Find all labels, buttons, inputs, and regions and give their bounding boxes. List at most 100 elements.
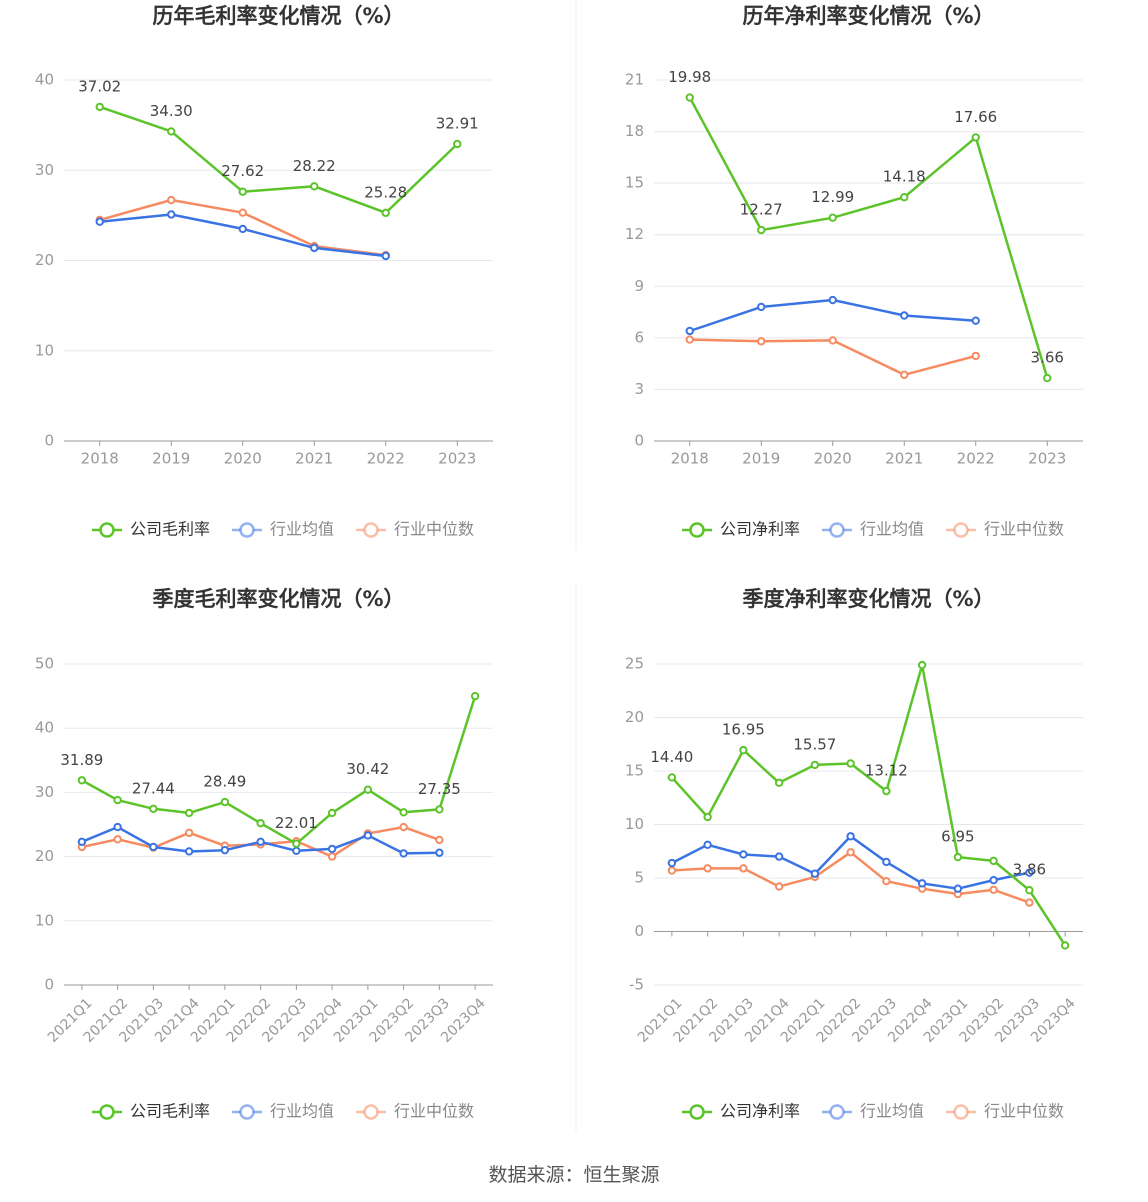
- legend-item-avg[interactable]: 行业均值: [232, 1102, 334, 1121]
- legend-item-company[interactable]: 公司净利率: [682, 1102, 800, 1121]
- y-tick-label: 9: [634, 277, 644, 295]
- legend-item-median[interactable]: 行业中位数: [356, 1102, 474, 1121]
- series-median: [667, 848, 1034, 907]
- data-point: [900, 370, 909, 380]
- data-point: [149, 804, 158, 814]
- y-tick-label: 0: [634, 432, 644, 450]
- x-tick-label: 2018: [671, 450, 709, 468]
- data-label: 6.95: [941, 828, 974, 846]
- data-point: [739, 745, 748, 755]
- legend-marker: [239, 1104, 255, 1120]
- data-point: [310, 243, 319, 253]
- data-point: [774, 778, 784, 787]
- y-tick-label: 40: [35, 719, 54, 737]
- y-tick-label: 5: [634, 869, 644, 887]
- data-point: [149, 842, 158, 852]
- data-point: [363, 785, 373, 794]
- x-tick-label: 2020: [814, 450, 852, 468]
- data-label: 19.98: [668, 68, 711, 86]
- legend-item-company[interactable]: 公司净利率: [682, 520, 800, 539]
- legend-label: 行业中位数: [984, 1102, 1064, 1121]
- chart-title: 历年毛利率变化情况（%）: [152, 4, 404, 28]
- legend: 公司净利率 行业均值 行业中位数: [682, 520, 1064, 539]
- data-point: [685, 93, 694, 102]
- series-line: [81, 695, 477, 845]
- data-point: [953, 852, 963, 862]
- legend-label: 公司毛利率: [130, 520, 210, 539]
- x-tick-label: 2022: [957, 450, 995, 468]
- y-tick-label: 10: [35, 341, 54, 359]
- series-avg: [685, 295, 980, 336]
- data-point: [292, 846, 301, 856]
- y-tick-label: 25: [625, 655, 644, 673]
- x-tick-label: 2019: [742, 450, 780, 468]
- y-tick-label: 0: [634, 922, 644, 940]
- y-tick-label: 40: [35, 71, 54, 89]
- x-tick-label: 2019: [152, 450, 190, 468]
- data-point: [846, 832, 855, 841]
- data-point: [256, 837, 265, 847]
- data-point: [184, 828, 194, 838]
- data-point: [113, 822, 122, 832]
- data-point: [95, 102, 104, 112]
- y-tick-label: -5: [629, 976, 644, 994]
- legend-item-median[interactable]: 行业中位数: [946, 520, 1064, 539]
- data-point: [184, 847, 194, 856]
- data-point: [453, 139, 462, 149]
- data-point: [989, 856, 998, 866]
- data-point: [917, 660, 927, 670]
- data-point: [113, 835, 122, 844]
- legend-marker: [953, 1104, 969, 1120]
- legend-label: 公司净利率: [720, 1102, 800, 1121]
- series-line: [689, 298, 976, 333]
- chart-2: 历年净利率变化情况（%） 0 3 6 9 12 15 18 21 2018 2019 2020 2021…: [625, 4, 1083, 539]
- y-tick-label: 18: [625, 122, 644, 140]
- legend-label: 行业均值: [860, 1102, 924, 1121]
- data-label: 34.30: [150, 102, 193, 120]
- data-point: [757, 302, 766, 312]
- x-tick-label: 2022: [367, 450, 405, 468]
- legend-item-avg[interactable]: 行业均值: [232, 520, 334, 539]
- data-point: [167, 127, 176, 136]
- data-point: [238, 187, 247, 196]
- legend-item-median[interactable]: 行业中位数: [356, 520, 474, 539]
- data-point: [399, 849, 408, 858]
- data-point: [971, 133, 980, 142]
- y-tick-label: 30: [35, 161, 54, 179]
- series-avg: [95, 210, 390, 261]
- data-point: [739, 864, 748, 873]
- data-point: [1043, 373, 1052, 383]
- legend-item-avg[interactable]: 行业均值: [822, 1102, 924, 1121]
- legend-item-company[interactable]: 公司毛利率: [92, 1102, 210, 1121]
- data-point: [757, 337, 766, 346]
- legend-marker: [689, 1104, 705, 1120]
- data-label: 28.22: [293, 157, 336, 175]
- source-note: 数据来源：恒生聚源: [488, 1164, 660, 1186]
- data-label: 37.02: [78, 77, 121, 95]
- data-point: [703, 840, 712, 850]
- data-point: [971, 316, 980, 325]
- legend-item-company[interactable]: 公司毛利率: [92, 520, 210, 539]
- data-point: [184, 808, 194, 818]
- legend-item-avg[interactable]: 行业均值: [822, 520, 924, 539]
- legend-marker: [363, 1104, 379, 1120]
- chart-title: 季度毛利率变化情况（%）: [152, 587, 404, 611]
- legend-marker: [99, 522, 115, 538]
- data-point: [1025, 898, 1034, 907]
- x-tick-label: 2023: [1028, 450, 1066, 468]
- legend-item-median[interactable]: 行业中位数: [946, 1102, 1064, 1121]
- data-point: [810, 760, 820, 770]
- y-tick-label: 15: [625, 174, 644, 192]
- data-label: 27.44: [132, 779, 175, 797]
- x-tick-label: 2020: [224, 450, 262, 468]
- data-label: 3.66: [1031, 349, 1064, 367]
- chart-4: 季度净利率变化情况（%）-505101520252021Q12021Q22021…: [625, 587, 1083, 1121]
- data-point: [703, 864, 712, 873]
- data-label: 15.57: [793, 735, 836, 753]
- legend: 公司净利率 行业均值 行业中位数: [682, 1102, 1064, 1121]
- data-label: 16.95: [722, 721, 765, 739]
- data-label: 22.01: [275, 814, 318, 832]
- data-point: [739, 850, 748, 859]
- series-company: 31.89 27.44 28.49 22.01 30.42 27.35: [60, 691, 480, 848]
- data-point: [381, 251, 390, 261]
